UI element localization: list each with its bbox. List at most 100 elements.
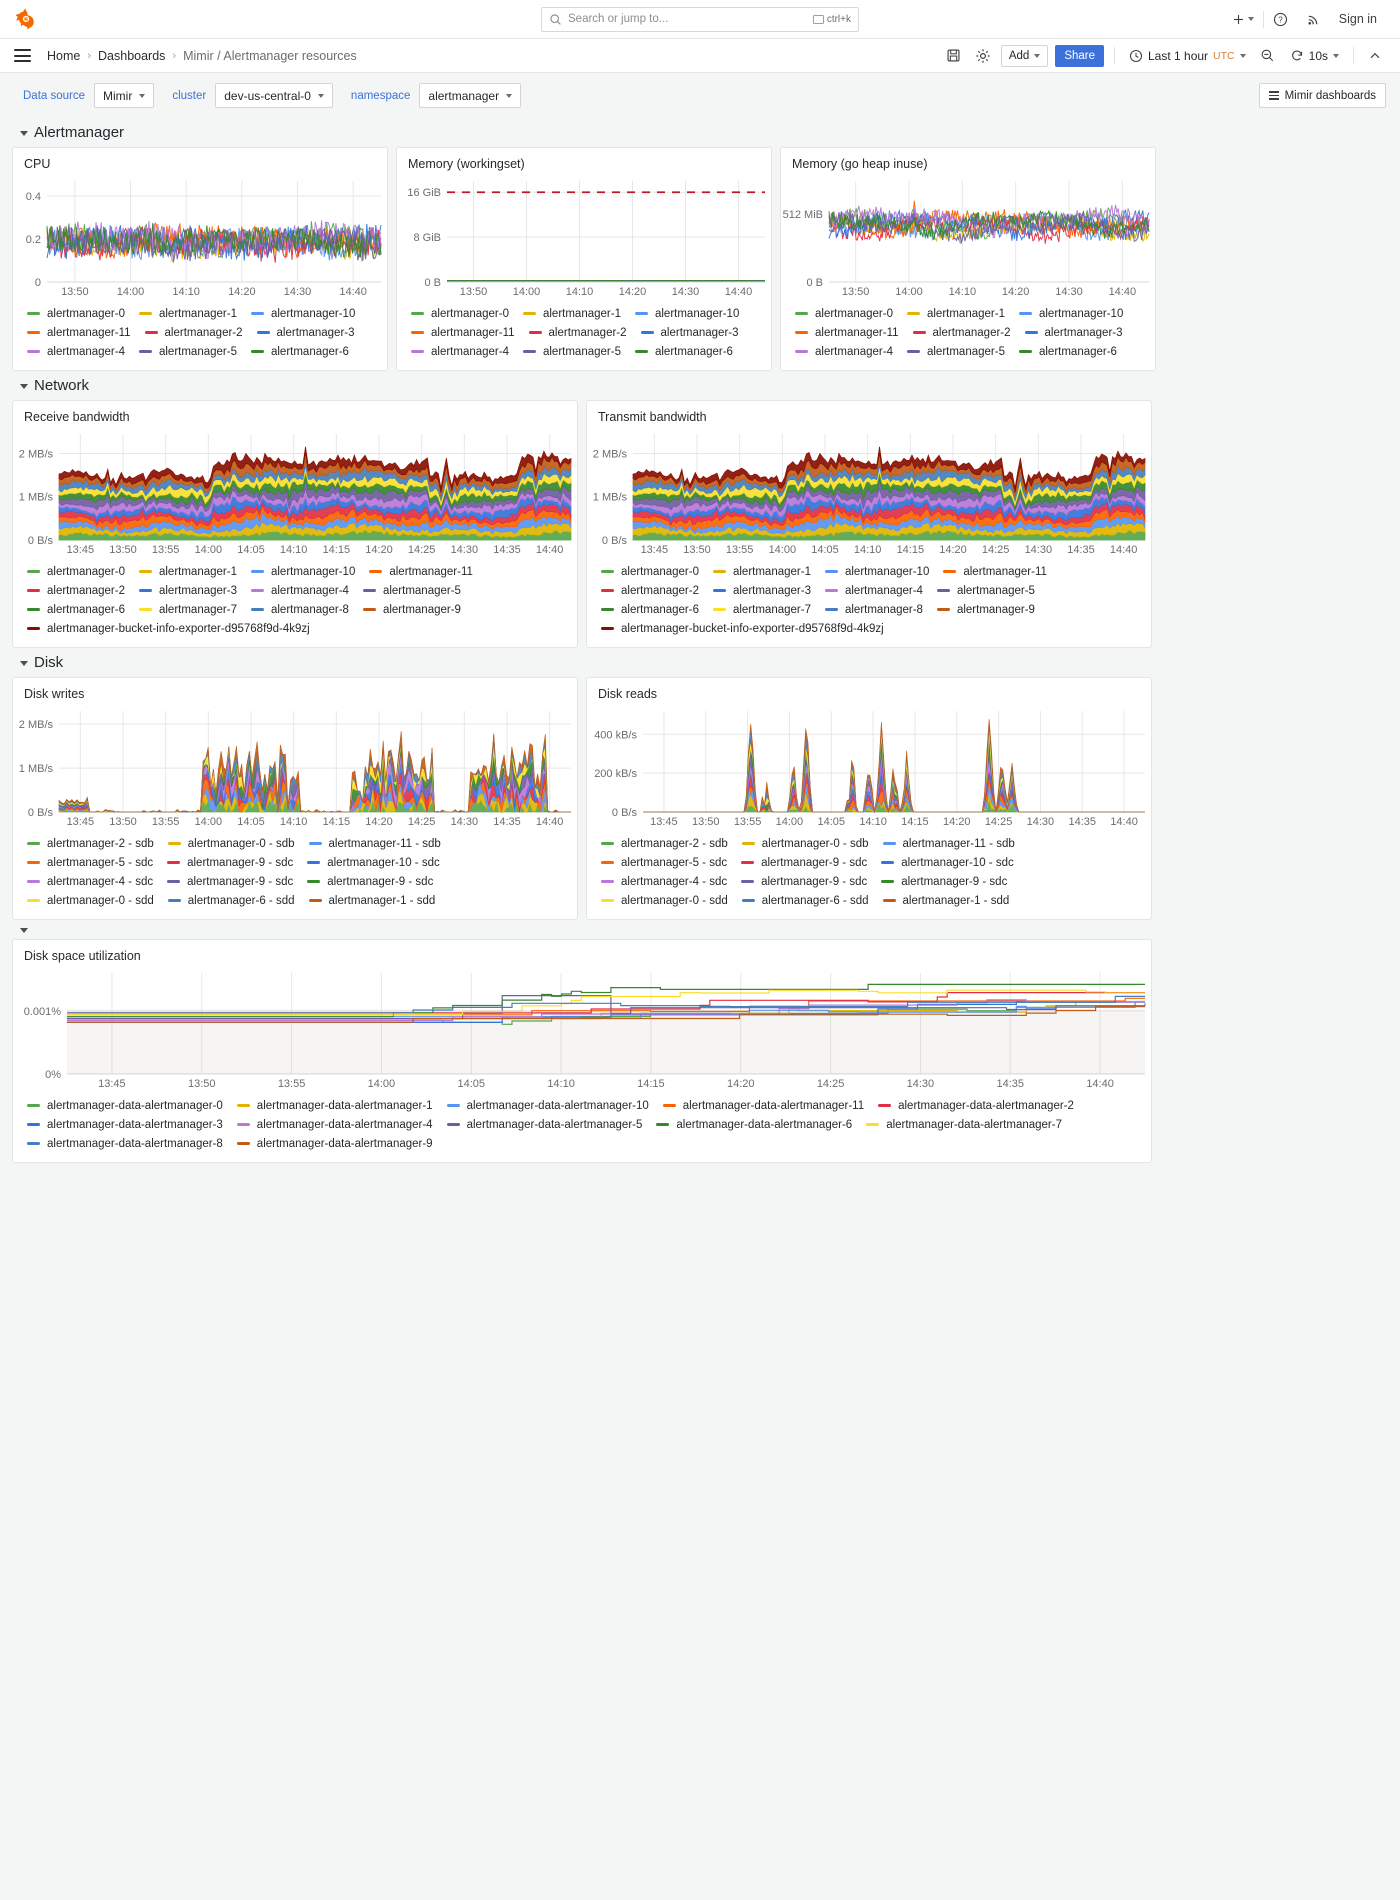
legend-item[interactable]: alertmanager-data-alertmanager-11: [662, 1096, 864, 1115]
legend-item[interactable]: alertmanager-data-alertmanager-2: [878, 1096, 1074, 1115]
legend-item[interactable]: alertmanager-3: [256, 323, 355, 342]
legend-item[interactable]: alertmanager-3: [712, 581, 811, 600]
menu-toggle-button[interactable]: [14, 49, 31, 62]
legend-item[interactable]: alertmanager-3: [138, 581, 237, 600]
collapse-toolbar-button[interactable]: [1364, 45, 1386, 67]
legend-item[interactable]: alertmanager-0 - sdd: [601, 891, 728, 910]
legend-item[interactable]: alertmanager-4 - sdc: [601, 872, 727, 891]
legend-item[interactable]: alertmanager-6 - sdd: [167, 891, 295, 910]
legend-item[interactable]: alertmanager-6: [1018, 342, 1117, 361]
plot-area[interactable]: 13:50 14:00 14:10 14:20 14:30 14:40 0 B 8 GiB 16…: [397, 175, 771, 300]
mimir-dashboards-link[interactable]: Mimir dashboards: [1258, 83, 1386, 108]
legend-item[interactable]: alertmanager-9 - sdc: [881, 872, 1007, 891]
legend-item[interactable]: alertmanager-5 - sdc: [27, 853, 153, 872]
legend-item[interactable]: alertmanager-0: [795, 304, 893, 323]
legend-item[interactable]: alertmanager-6: [250, 342, 349, 361]
legend-item[interactable]: alertmanager-2 - sdb: [27, 834, 154, 853]
variable-picker-datasource[interactable]: Mimir: [94, 83, 155, 108]
legend-item[interactable]: alertmanager-6: [27, 600, 125, 619]
legend-item[interactable]: alertmanager-4 - sdc: [27, 872, 153, 891]
row-header-disk[interactable]: Disk: [0, 648, 1400, 677]
row-header-alertmanager[interactable]: Alertmanager: [0, 118, 1400, 147]
legend-item[interactable]: alertmanager-5: [906, 342, 1005, 361]
search-bar[interactable]: Search or jump to... ctrl+k: [541, 6, 859, 32]
legend-item[interactable]: alertmanager-3: [640, 323, 739, 342]
legend-item[interactable]: alertmanager-5: [138, 342, 237, 361]
legend-item[interactable]: alertmanager-data-alertmanager-5: [446, 1115, 642, 1134]
legend-item[interactable]: alertmanager-data-alertmanager-7: [866, 1115, 1062, 1134]
legend-item[interactable]: alertmanager-1 - sdd: [882, 891, 1009, 910]
legend-item[interactable]: alertmanager-11 - sdb: [882, 834, 1015, 853]
legend-item[interactable]: alertmanager-1: [712, 562, 811, 581]
legend-item[interactable]: alertmanager-0: [27, 304, 125, 323]
legend-item[interactable]: alertmanager-10: [824, 562, 929, 581]
legend-item[interactable]: alertmanager-4: [250, 581, 349, 600]
legend-item[interactable]: alertmanager-4: [411, 342, 509, 361]
plot-area[interactable]: 13:45 13:50 13:55 14:00 14:05 14:10 14:15 14:20…: [13, 967, 1151, 1092]
legend-item[interactable]: alertmanager-9: [936, 600, 1035, 619]
legend-item[interactable]: alertmanager-0 - sdb: [167, 834, 295, 853]
legend-item[interactable]: alertmanager-0 - sdd: [27, 891, 154, 910]
legend-item[interactable]: alertmanager-8: [250, 600, 349, 619]
legend-item[interactable]: alertmanager-2: [27, 581, 125, 600]
legend-item[interactable]: alertmanager-data-alertmanager-1: [236, 1096, 433, 1115]
legend-item[interactable]: alertmanager-data-alertmanager-10: [446, 1096, 649, 1115]
zoom-out-time-button[interactable]: [1257, 45, 1279, 67]
legend-item[interactable]: alertmanager-9 - sdc: [741, 853, 867, 872]
variable-picker-cluster[interactable]: dev-us-central-0: [215, 83, 333, 108]
legend-item[interactable]: alertmanager-4: [795, 342, 893, 361]
legend-item[interactable]: alertmanager-11: [411, 323, 515, 342]
add-panel-button[interactable]: Add: [1000, 44, 1049, 67]
grafana-logo-icon[interactable]: [14, 7, 38, 31]
plot-area[interactable]: 13:45 13:50 13:55 14:00 14:05 14:10 14:15 14:20…: [13, 428, 577, 558]
row-header-network[interactable]: Network: [0, 371, 1400, 400]
legend-item[interactable]: alertmanager-11: [369, 562, 473, 581]
legend-item[interactable]: alertmanager-6: [601, 600, 699, 619]
plot-area[interactable]: 13:50 14:00 14:10 14:20 14:30 14:40 0 B 512 MiB: [781, 175, 1155, 300]
legend-item[interactable]: alertmanager-6: [634, 342, 733, 361]
legend-item[interactable]: alertmanager-9 - sdc: [167, 853, 293, 872]
legend-item[interactable]: alertmanager-2: [601, 581, 699, 600]
legend-item[interactable]: alertmanager-data-alertmanager-3: [27, 1115, 223, 1134]
legend-item[interactable]: alertmanager-1 - sdd: [308, 891, 435, 910]
legend-item[interactable]: alertmanager-1: [522, 304, 621, 323]
row-header-untitled[interactable]: [0, 920, 1400, 939]
legend-item[interactable]: alertmanager-0: [411, 304, 509, 323]
legend-item[interactable]: alertmanager-data-alertmanager-9: [236, 1134, 433, 1153]
legend-item[interactable]: alertmanager-1: [138, 304, 237, 323]
legend-item[interactable]: alertmanager-data-alertmanager-8: [27, 1134, 223, 1153]
legend-item[interactable]: alertmanager-10 - sdc: [881, 853, 1014, 872]
legend-item[interactable]: alertmanager-9: [362, 600, 461, 619]
breadcrumb-home[interactable]: Home: [47, 48, 81, 63]
plot-area[interactable]: 13:45 13:50 13:55 14:00 14:05 14:10 14:15 14:20…: [13, 705, 577, 830]
variable-picker-namespace[interactable]: alertmanager: [419, 83, 522, 108]
legend-item[interactable]: alertmanager-7: [138, 600, 237, 619]
legend-item[interactable]: alertmanager-0: [27, 562, 125, 581]
legend-item[interactable]: alertmanager-10: [634, 304, 739, 323]
legend-item[interactable]: alertmanager-11: [795, 323, 899, 342]
legend-item[interactable]: alertmanager-11 - sdb: [308, 834, 441, 853]
help-button[interactable]: ?: [1264, 0, 1297, 39]
legend-item[interactable]: alertmanager-0: [601, 562, 699, 581]
legend-item[interactable]: alertmanager-8: [824, 600, 923, 619]
legend-item[interactable]: alertmanager-9 - sdc: [307, 872, 433, 891]
dashboard-settings-button[interactable]: [972, 45, 994, 67]
legend-item[interactable]: alertmanager-3: [1024, 323, 1123, 342]
legend-item[interactable]: alertmanager-6 - sdd: [741, 891, 869, 910]
breadcrumb-dashboards[interactable]: Dashboards: [98, 48, 166, 63]
legend-item[interactable]: alertmanager-4: [824, 581, 923, 600]
legend-item[interactable]: alertmanager-data-alertmanager-0: [27, 1096, 223, 1115]
legend-item[interactable]: alertmanager-4: [27, 342, 125, 361]
plot-area[interactable]: 13:50 14:00 14:10 14:20 14:30 14:40 0 0.2 0.4: [13, 175, 387, 300]
legend-item[interactable]: alertmanager-9 - sdc: [741, 872, 867, 891]
time-range-picker[interactable]: Last 1 hour UTC: [1125, 49, 1250, 63]
legend-item[interactable]: alertmanager-1: [138, 562, 237, 581]
legend-item[interactable]: alertmanager-10: [250, 304, 355, 323]
legend-item[interactable]: alertmanager-10: [250, 562, 355, 581]
legend-item[interactable]: alertmanager-10: [1018, 304, 1123, 323]
plot-area[interactable]: 13:45 13:50 13:55 14:00 14:05 14:10 14:15 14:20…: [587, 705, 1151, 830]
legend-item[interactable]: alertmanager-5: [362, 581, 461, 600]
legend-item[interactable]: alertmanager-11: [27, 323, 131, 342]
plot-area[interactable]: 13:45 13:50 13:55 14:00 14:05 14:10 14:15 14:20…: [587, 428, 1151, 558]
legend-item[interactable]: alertmanager-data-alertmanager-4: [236, 1115, 433, 1134]
